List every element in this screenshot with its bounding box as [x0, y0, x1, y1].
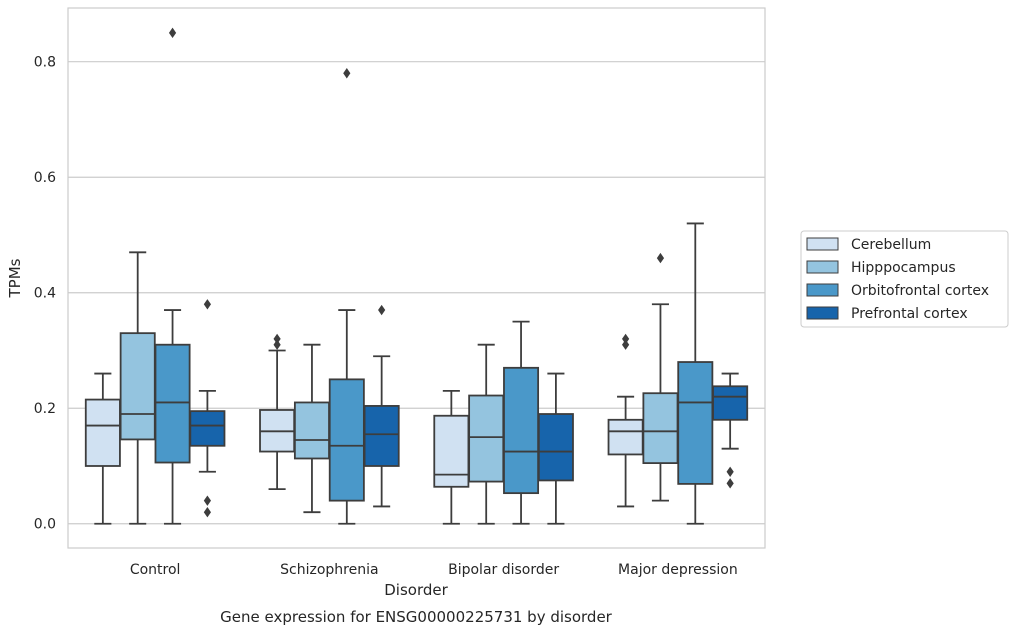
- outlier-point: [273, 333, 281, 345]
- box-hipppocampus: [468, 343, 505, 525]
- outlier-point: [656, 252, 665, 264]
- x-tick-label: Schizophrenia: [280, 562, 378, 578]
- box-hipppocampus: [642, 252, 679, 502]
- outlier-point: [343, 68, 351, 79]
- outlier-point: [378, 304, 386, 316]
- legend-swatch: [806, 306, 839, 320]
- outlier-point: [203, 299, 211, 310]
- iqr-box: [468, 394, 505, 483]
- outlier-point: [622, 333, 630, 345]
- legend-swatch: [806, 237, 839, 251]
- box-prefrontal-cortex: [363, 304, 400, 508]
- iqr-box: [154, 343, 191, 464]
- legend-label: Prefrontal cortex: [851, 306, 968, 322]
- x-axis-title: Disorder: [384, 581, 448, 599]
- box-prefrontal-cortex: [189, 299, 226, 518]
- box-orbitofrontal-cortex: [503, 320, 540, 525]
- x-tick-label: Bipolar disorder: [448, 562, 559, 578]
- box-cerebellum: [433, 390, 470, 525]
- legend-swatch: [806, 283, 839, 297]
- box-orbitofrontal-cortex: [154, 27, 191, 525]
- box-orbitofrontal-cortex: [328, 68, 365, 525]
- box-prefrontal-cortex: [712, 372, 749, 489]
- y-tick-label: 0.2: [34, 401, 56, 417]
- iqr-box: [537, 413, 574, 482]
- box-hipppocampus: [119, 251, 156, 525]
- chart-title: Gene expression for ENSG00000225731 by d…: [220, 608, 613, 626]
- box-cerebellum: [259, 333, 296, 490]
- iqr-box: [712, 385, 749, 421]
- y-tick-label: 0.4: [34, 286, 56, 302]
- y-tick-label: 0.8: [34, 55, 56, 71]
- iqr-box: [189, 410, 226, 447]
- box-cerebellum: [84, 372, 121, 525]
- y-axis-title: TPMs: [6, 258, 24, 298]
- legend-label: Cerebellum: [851, 237, 931, 253]
- box-prefrontal-cortex: [537, 372, 574, 525]
- iqr-box: [293, 401, 330, 460]
- iqr-box: [677, 361, 714, 485]
- iqr-box: [363, 405, 400, 467]
- iqr-box: [119, 332, 156, 441]
- outlier-point: [726, 478, 734, 489]
- legend-items: Cerebellum Hipppocampus Orbitofrontal cort…: [806, 237, 989, 322]
- x-tick-label: Major depression: [618, 562, 738, 578]
- iqr-box: [642, 392, 679, 465]
- x-tick-labels: Control Schizophrenia Bipolar disorder Majo…: [130, 562, 738, 578]
- outlier-point: [622, 339, 630, 350]
- legend-label: Orbitofrontal cortex: [851, 283, 989, 299]
- iqr-box: [328, 378, 365, 502]
- box-hipppocampus: [293, 343, 330, 514]
- legend-swatch: [806, 260, 839, 274]
- box-orbitofrontal-cortex: [677, 222, 714, 525]
- plot-area: [67, 7, 766, 549]
- outlier-point: [203, 495, 211, 506]
- outlier-point: [273, 339, 281, 350]
- box-groups: [84, 27, 749, 525]
- iqr-box: [433, 414, 470, 488]
- legend-label: Hipppocampus: [851, 260, 956, 276]
- iqr-box: [607, 418, 644, 456]
- box-cerebellum: [607, 333, 644, 508]
- outlier-point: [168, 27, 177, 39]
- legend-frame: [800, 230, 1009, 328]
- y-tick-label: 0.6: [34, 170, 56, 186]
- x-tick-label: Control: [130, 562, 181, 578]
- legend: Cerebellum Hipppocampus Orbitofrontal cort…: [800, 230, 1009, 328]
- y-tick-labels: 0.0 0.2 0.4 0.6 0.8: [34, 55, 56, 533]
- iqr-box: [503, 366, 540, 495]
- outlier-point: [203, 506, 211, 518]
- outlier-point: [726, 466, 734, 477]
- iqr-box: [84, 398, 121, 467]
- y-tick-label: 0.0: [34, 517, 56, 533]
